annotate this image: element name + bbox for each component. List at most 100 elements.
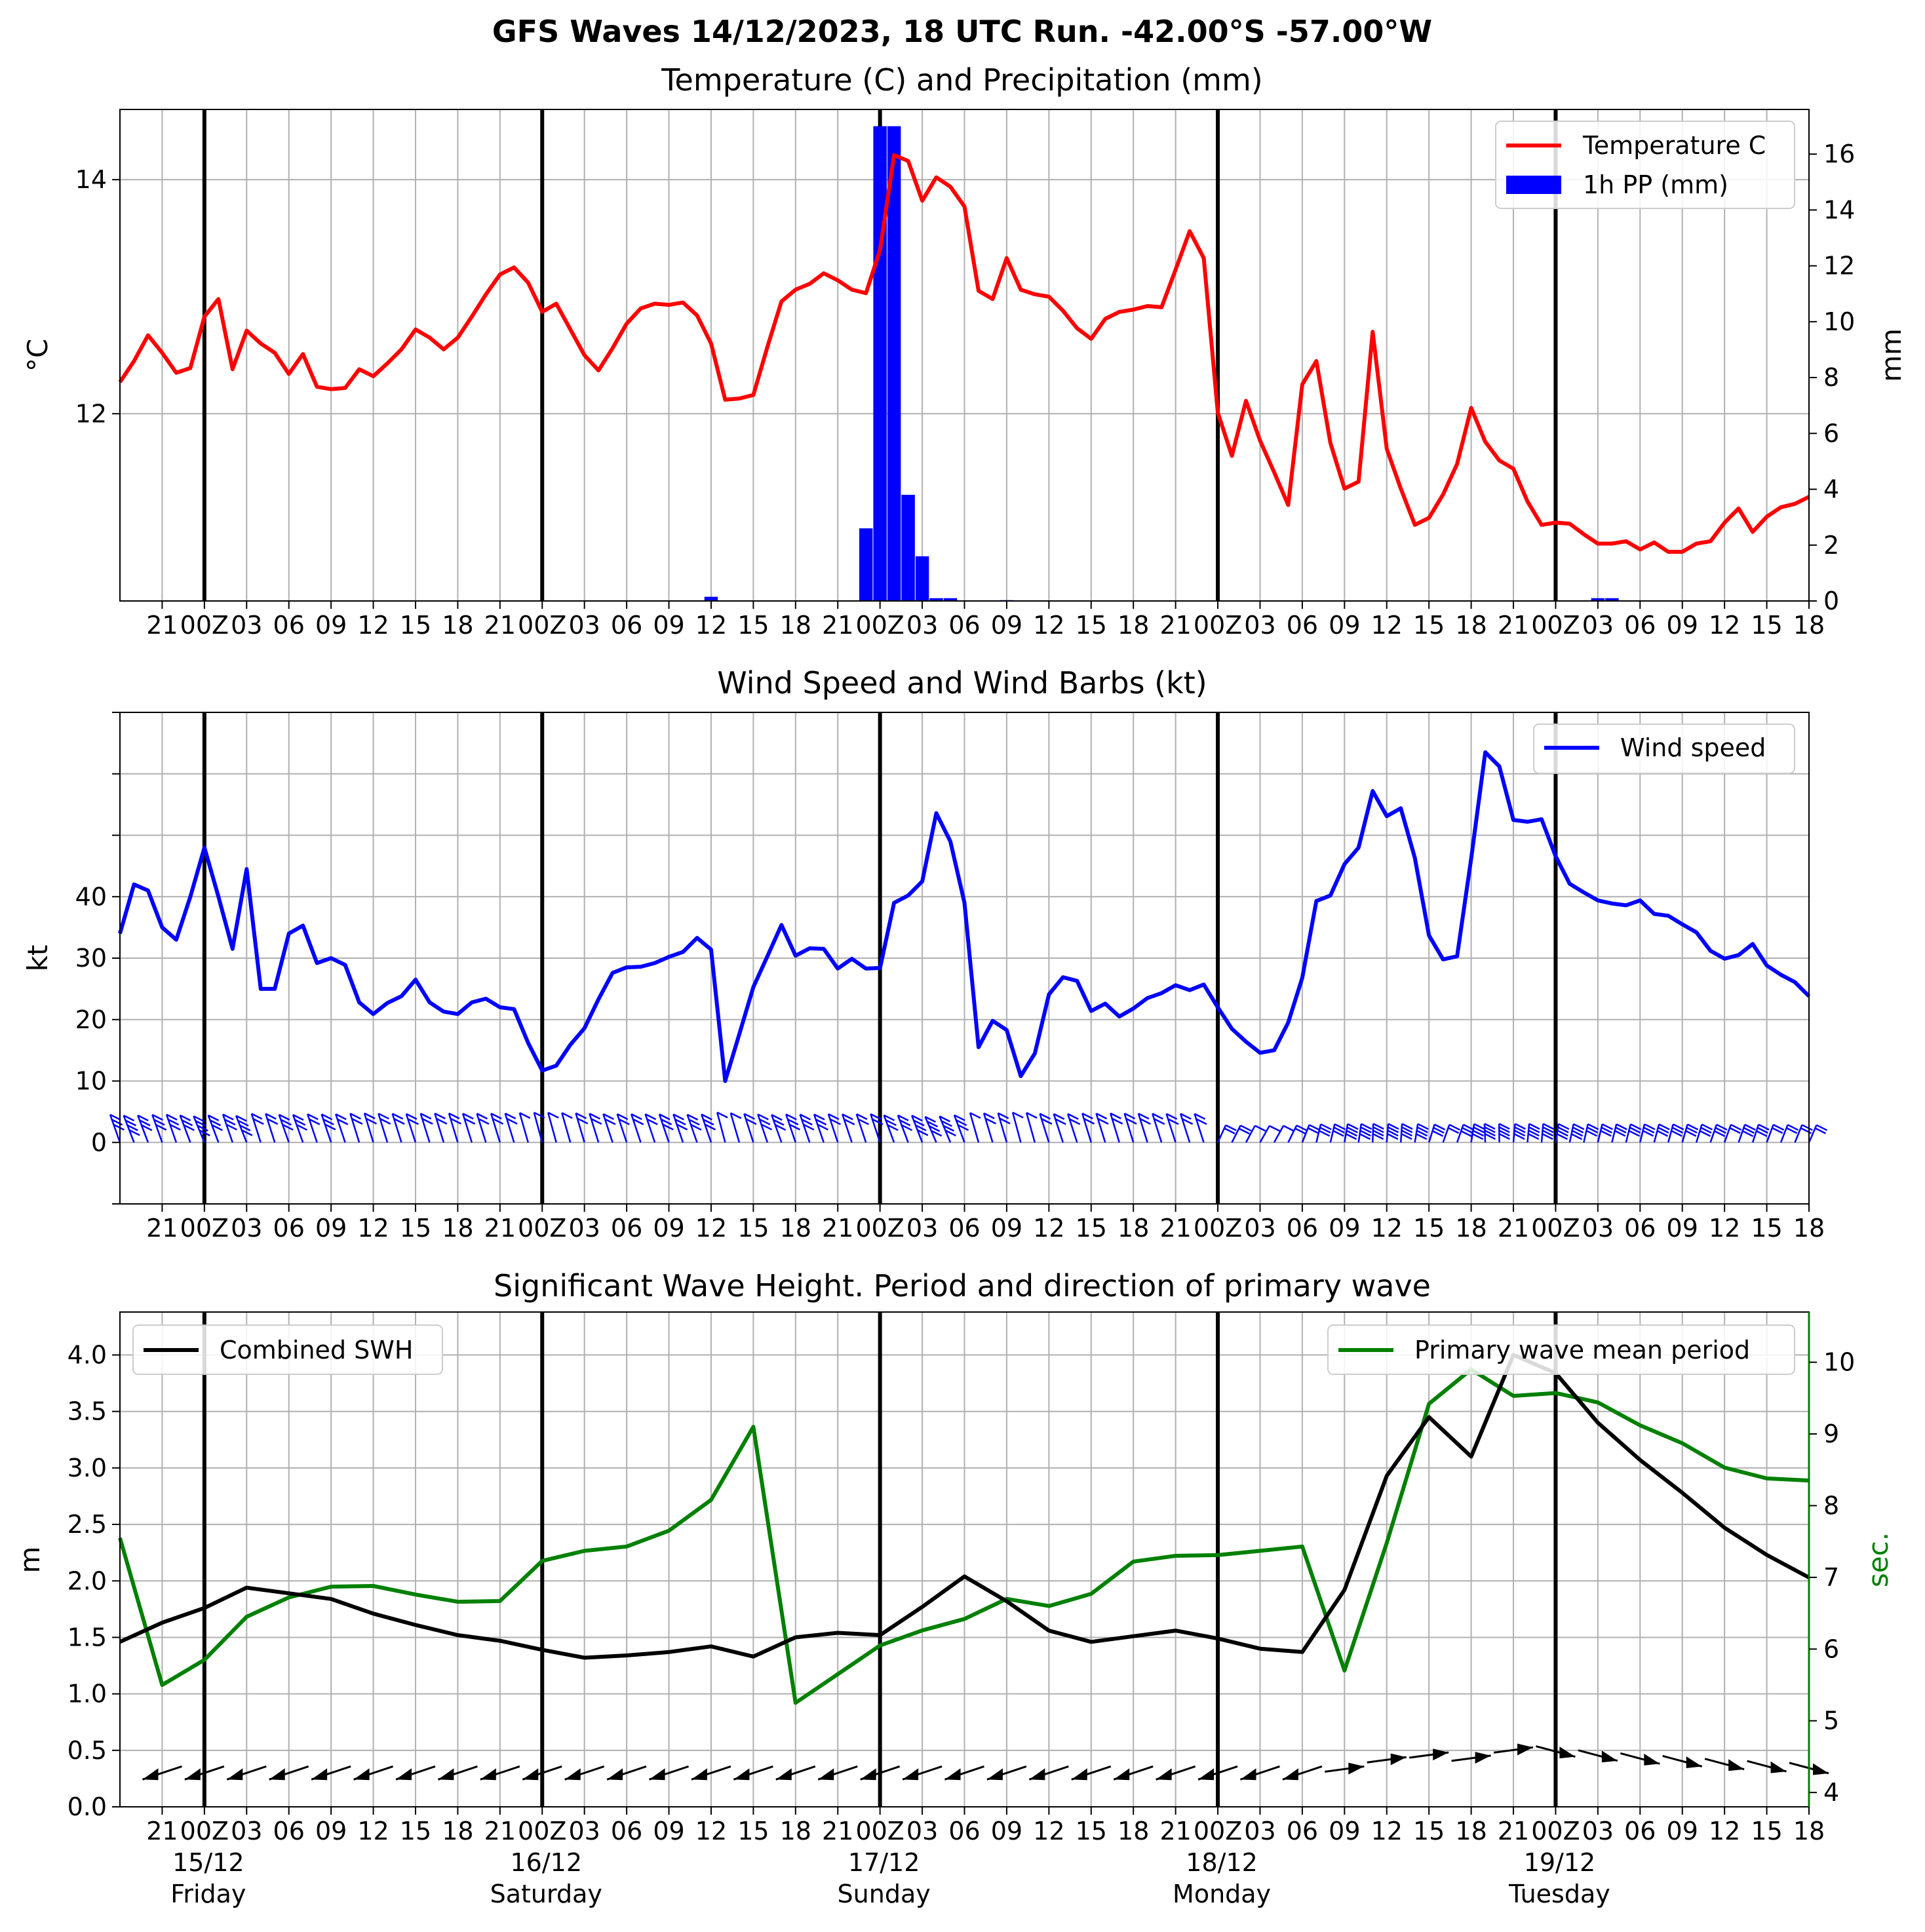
wind-barb [1557,1130,1568,1137]
wind-barb [1097,1117,1109,1125]
xtick-label: 06 [273,1817,305,1845]
wind-barb [1498,1132,1510,1140]
wind-barb [984,1117,997,1125]
wind-barb [953,1115,965,1143]
wave-arrow-head [438,1768,454,1781]
xtick-label: 00Z [180,611,229,640]
wave-arrow-head [607,1768,623,1781]
wind-barb [267,1118,279,1125]
wind-barb [799,1113,811,1121]
wind-barb [1372,1132,1384,1140]
y2tick-label: 6 [1823,1634,1839,1663]
y2tick-label: 4 [1823,1778,1839,1807]
wind-yticks: 0 10 20 30 40 [75,712,120,1205]
wind-barb [575,1113,585,1143]
wind-barb [279,1113,290,1121]
wind-barb [604,1118,616,1125]
wind-barb [1110,1113,1120,1143]
wave-day-lines [202,1312,1558,1807]
wind-barb [1216,1125,1227,1143]
wind-barb [1180,1113,1192,1120]
wind-barb [208,1114,220,1121]
wind-barb [1644,1123,1656,1130]
wind-barb [506,1117,518,1125]
wind-barb [113,1123,125,1131]
xtick-label: 12 [1371,611,1403,640]
wind-barb [1462,1127,1473,1134]
ytick-label: 0.5 [68,1736,107,1765]
xtick-label: 18 [1793,611,1825,640]
wind-barb [1434,1123,1446,1130]
wind-barb [1597,1124,1603,1143]
wind-barb [1583,1123,1589,1143]
wind-barb [265,1113,277,1120]
wind-barb [687,1113,699,1121]
wind-barb [1308,1124,1321,1131]
wave-arrow-head [1686,1756,1702,1768]
wind-barb [887,1124,899,1131]
wind-barb [931,1130,943,1137]
wind-barb [405,1113,417,1143]
xtick-label: 12 [695,1214,727,1243]
wind-barb [841,1113,853,1143]
wind-barb [490,1112,502,1120]
xtick-label: 12 [357,611,389,640]
ytick-label: 0.0 [68,1792,107,1821]
wind-barb [1041,1118,1053,1125]
wind-barb [1401,1123,1413,1130]
wind-barb [1238,1127,1250,1135]
wind-barb [476,1113,487,1143]
wind-barb [688,1119,700,1126]
xtick-label: 21 [146,1214,178,1243]
wind-barb [193,1115,204,1123]
wave-arrow-head [903,1768,919,1781]
wind-barb [561,1112,572,1143]
wind-barb [1166,1113,1178,1120]
wind-barb [1138,1113,1150,1120]
xtick-label: 15 [1751,1817,1782,1845]
xtick-label: 03 [1582,1817,1614,1845]
xtick-label: 09 [1667,1214,1698,1243]
wind-barb [897,1115,909,1143]
xtick-label: 15 [1076,611,1107,640]
wind-barb [492,1117,504,1125]
precip-bar [859,528,873,601]
wind-barb [436,1117,448,1125]
xtick-label: 00Z [1531,611,1580,640]
wind-barb [1137,1113,1148,1143]
wave-arrow-head [1728,1759,1745,1771]
wind-barb [1671,1127,1683,1134]
wind-barb [1699,1130,1711,1137]
wind-barb [181,1119,193,1127]
xtick-label: 12 [695,1817,727,1845]
wind-barb [533,1112,543,1143]
wind-barbs [109,1111,1828,1143]
xtick-label: 09 [991,611,1022,640]
wind-barb [1254,1125,1266,1132]
wind-barb [321,1113,333,1121]
wind-barb [1685,1130,1697,1137]
wind-barb [788,1123,801,1130]
wind-barb [1125,1117,1137,1125]
wind-barb [207,1115,220,1143]
xtick-label: 15 [737,1214,769,1243]
wind-barb [939,1115,952,1143]
xtick-label: 12 [1033,611,1064,640]
wind-barb [775,1124,787,1131]
wind-barb [1401,1132,1412,1140]
wind-barb [926,1120,939,1128]
wind-barb [911,1115,923,1122]
wind-barb [602,1113,613,1143]
wind-legend: Wind speed [1533,724,1795,774]
xtick-label: 21 [484,1817,516,1845]
wind-barb [1542,1126,1554,1133]
wind-ylabel: kt [22,945,54,972]
precip-yticks: 0 2 4 6 8 10 12 14 16 [1809,140,1855,615]
wind-barb [1730,1123,1742,1131]
y2tick-label: 14 [1823,195,1855,224]
wind-barb [1332,1130,1344,1137]
wind-barb [785,1113,796,1143]
xtick-label: 21 [822,611,853,640]
wind-barb [1586,1127,1599,1134]
wind-barb [1315,1124,1322,1143]
